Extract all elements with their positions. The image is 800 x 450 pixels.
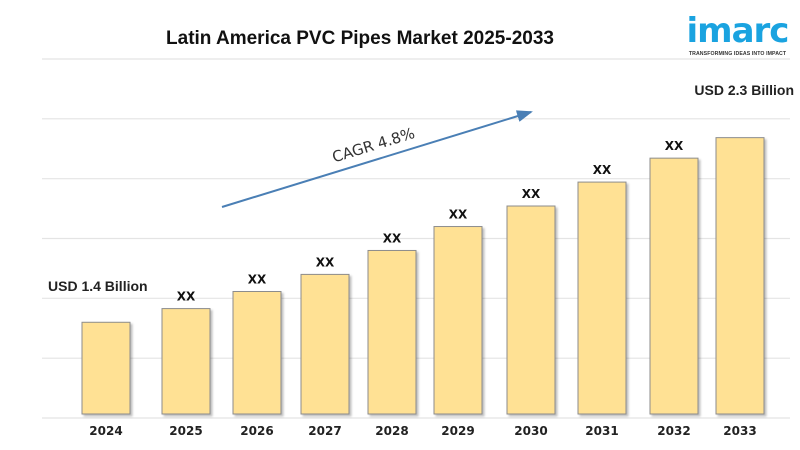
bar-2030 <box>506 205 556 415</box>
bar-2026 <box>232 290 282 415</box>
bar-2032 <box>649 157 699 415</box>
x-tick-label: 2029 <box>441 424 474 438</box>
data-label: XX <box>248 272 267 286</box>
x-tick-label: 2030 <box>514 424 547 438</box>
data-label: USD 1.4 Billion <box>48 278 148 294</box>
x-axis-ticks: 2024 2025 2026 2027 2028 2029 2030 2031 2032 2033 <box>89 424 756 438</box>
bar-2031 <box>577 181 627 415</box>
logo-tagline: TRANSFORMING IDEAS INTO IMPACT <box>688 51 787 57</box>
x-tick-label: 2025 <box>169 424 202 438</box>
x-tick-label: 2031 <box>585 424 618 438</box>
data-label: XX <box>665 139 684 153</box>
data-label: XX <box>522 187 541 201</box>
data-label: XX <box>449 208 468 222</box>
cagr-annotation: CAGR 4.8% <box>221 110 533 208</box>
cagr-arrow <box>221 110 533 208</box>
bars <box>81 137 765 415</box>
bar-2027 <box>300 273 350 415</box>
data-label: XX <box>177 290 196 304</box>
x-tick-label: 2028 <box>375 424 408 438</box>
x-tick-label: 2027 <box>308 424 341 438</box>
bar-2029 <box>433 226 483 415</box>
x-tick-label: 2033 <box>723 424 756 438</box>
data-label: USD 2.3 Billion <box>694 82 794 98</box>
data-label: XX <box>383 231 402 245</box>
x-tick-label: 2026 <box>240 424 273 438</box>
bar-2028 <box>367 249 417 415</box>
data-label: XX <box>316 255 335 269</box>
logo-wordmark: imarc <box>686 11 790 51</box>
bar-2025 <box>161 308 211 415</box>
data-label: XX <box>593 163 612 177</box>
x-tick-label: 2024 <box>89 424 122 438</box>
chart-title: Latin America PVC Pipes Market 2025-2033 <box>166 28 554 49</box>
imarc-logo: imarc TRANSFORMING IDEAS INTO IMPACT <box>680 10 795 60</box>
bar-2033 <box>715 137 765 415</box>
data-labels: USD 1.4 Billion XX XX XX XX XX XX XX XX USD 2.3 B… <box>48 82 794 304</box>
x-tick-label: 2032 <box>657 424 690 438</box>
bar-2024 <box>81 321 131 415</box>
